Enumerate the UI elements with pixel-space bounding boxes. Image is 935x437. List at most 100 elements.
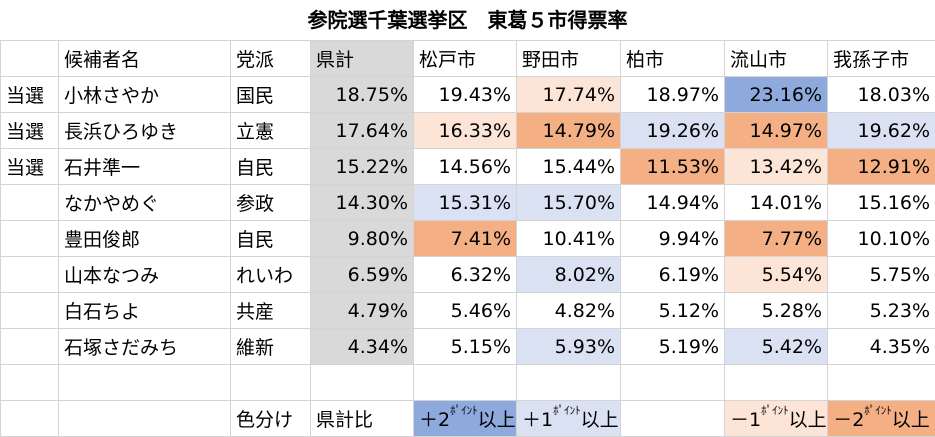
- city-share-cell: 4.82%: [516, 292, 621, 329]
- city-share-cell: 10.41%: [516, 220, 621, 257]
- spacer-row: [0, 364, 935, 401]
- empty-cell: [413, 364, 517, 401]
- city-share-cell: 23.16%: [724, 76, 828, 113]
- table-row: 当選 長浜ひろゆき 立憲 17.64% 16.33% 14.79% 19.26% 14.97%…: [0, 112, 935, 149]
- city-share-cell: 5.54%: [724, 256, 828, 293]
- city-share-cell: 5.42%: [724, 328, 828, 365]
- empty-cell: [58, 400, 231, 437]
- city-share-cell: 5.12%: [620, 292, 725, 329]
- elected-status: [0, 328, 59, 365]
- candidate-name: 小林さやか: [58, 76, 231, 113]
- table-row: 山本なつみ れいわ 6.59% 6.32% 8.02% 6.19% 5.54% 5.75%: [0, 256, 935, 293]
- city-share-cell: 5.23%: [827, 292, 935, 329]
- city-share-cell: 6.32%: [413, 256, 517, 293]
- county-share-cell: 6.59%: [310, 256, 414, 293]
- candidate-name: 石塚さだみち: [58, 328, 231, 365]
- city-share-cell: 6.19%: [620, 256, 725, 293]
- header-name: 候補者名: [58, 40, 231, 77]
- party-name: 自民: [230, 148, 311, 185]
- city-share-cell: 14.94%: [620, 184, 725, 221]
- city-share-cell: 18.97%: [620, 76, 725, 113]
- candidate-name: 白石ちよ: [58, 292, 231, 329]
- empty-cell: [0, 400, 59, 437]
- party-name: 維新: [230, 328, 311, 365]
- elected-status: 当選: [0, 112, 59, 149]
- header-party: 党派: [230, 40, 311, 77]
- legend-basis: 県計比: [310, 400, 414, 437]
- legend-minus1-unit: ﾎﾟｲﾝﾄ: [761, 404, 789, 417]
- table-row: 白石ちよ 共産 4.79% 5.46% 4.82% 5.12% 5.28% 5.23%: [0, 292, 935, 329]
- empty-cell: [0, 364, 59, 401]
- county-share-cell: 4.79%: [310, 292, 414, 329]
- county-share-cell: 14.30%: [310, 184, 414, 221]
- city-share-cell: 5.93%: [516, 328, 621, 365]
- legend-plus1-suffix: 以上: [580, 409, 619, 431]
- empty-cell: [230, 364, 311, 401]
- table-row: 当選 小林さやか 国民 18.75% 19.43% 17.74% 18.97% 23.16% 1…: [0, 76, 935, 113]
- header-row: 候補者名 党派 県計 松戸市 野田市 柏市 流山市 我孫子市: [0, 40, 935, 77]
- legend-plus2-suffix: 以上: [477, 409, 516, 431]
- legend-minus1-suffix: 以上: [788, 409, 827, 431]
- legend-plus1-prefix: ＋1: [522, 409, 554, 431]
- county-share-cell: 17.64%: [310, 112, 414, 149]
- city-share-cell: 14.79%: [516, 112, 621, 149]
- elected-status: [0, 292, 59, 329]
- city-share-cell: 19.43%: [413, 76, 517, 113]
- table-row: なかやめぐ 参政 14.30% 15.31% 15.70% 14.94% 14.01% 15.…: [0, 184, 935, 221]
- party-name: 自民: [230, 220, 311, 257]
- table-row: 石塚さだみち 維新 4.34% 5.15% 5.93% 5.19% 5.42% 4.35%: [0, 328, 935, 365]
- elected-status: [0, 184, 59, 221]
- header-abiko: 我孫子市: [827, 40, 935, 77]
- city-share-cell: 18.03%: [827, 76, 935, 113]
- header-nagareyama: 流山市: [724, 40, 828, 77]
- city-share-cell: 11.53%: [620, 148, 725, 185]
- legend-minus2-suffix: 以上: [891, 409, 930, 431]
- city-share-cell: 16.33%: [413, 112, 517, 149]
- county-share-cell: 4.34%: [310, 328, 414, 365]
- legend-minus1-prefix: －1: [730, 409, 762, 431]
- candidate-name: 石井準一: [58, 148, 231, 185]
- city-share-cell: 14.56%: [413, 148, 517, 185]
- city-share-cell: 14.97%: [724, 112, 828, 149]
- elected-status: 当選: [0, 76, 59, 113]
- legend-minus2: －2ﾎﾟｲﾝﾄ以上: [827, 400, 935, 437]
- legend-row: 色分け 県計比 ＋2ﾎﾟｲﾝﾄ以上 ＋1ﾎﾟｲﾝﾄ以上 －1ﾎﾟｲﾝﾄ以上 －2ﾎﾟｲﾝﾄ…: [0, 400, 935, 437]
- elected-status: 当選: [0, 148, 59, 185]
- legend-minus2-prefix: －2: [833, 409, 865, 431]
- legend-minus1: －1ﾎﾟｲﾝﾄ以上: [724, 400, 828, 437]
- city-share-cell: 15.31%: [413, 184, 517, 221]
- empty-cell: [620, 364, 725, 401]
- legend-plus1-unit: ﾎﾟｲﾝﾄ: [553, 404, 581, 417]
- city-share-cell: 19.62%: [827, 112, 935, 149]
- legend-plus2-prefix: ＋2: [419, 409, 451, 431]
- empty-cell: [516, 364, 621, 401]
- empty-cell: [827, 364, 935, 401]
- county-share-cell: 9.80%: [310, 220, 414, 257]
- table-title: 参院選千葉選挙区 東葛５市得票率: [307, 8, 628, 32]
- city-share-cell: 5.75%: [827, 256, 935, 293]
- party-name: 参政: [230, 184, 311, 221]
- candidate-name: 豊田俊郎: [58, 220, 231, 257]
- party-name: 共産: [230, 292, 311, 329]
- elected-status: [0, 256, 59, 293]
- city-share-cell: 7.77%: [724, 220, 828, 257]
- county-share-cell: 18.75%: [310, 76, 414, 113]
- party-name: 立憲: [230, 112, 311, 149]
- city-share-cell: 13.42%: [724, 148, 828, 185]
- header-blank: [0, 40, 59, 77]
- empty-cell: [58, 364, 231, 401]
- table-row: 当選 石井準一 自民 15.22% 14.56% 15.44% 11.53% 13.42% 12…: [0, 148, 935, 185]
- legend-label: 色分け: [230, 400, 311, 437]
- city-share-cell: 7.41%: [413, 220, 517, 257]
- county-share-cell: 15.22%: [310, 148, 414, 185]
- legend-plus2: ＋2ﾎﾟｲﾝﾄ以上: [413, 400, 517, 437]
- table-body: 候補者名 党派 県計 松戸市 野田市 柏市 流山市 我孫子市 当選 小林さやか 国民…: [0, 40, 935, 437]
- city-share-cell: 9.94%: [620, 220, 725, 257]
- candidate-name: 長浜ひろゆき: [58, 112, 231, 149]
- empty-cell: [620, 400, 725, 437]
- vote-share-table: 候補者名 党派 県計 松戸市 野田市 柏市 流山市 我孫子市 当選 小林さやか 国民…: [0, 40, 935, 437]
- city-share-cell: 17.74%: [516, 76, 621, 113]
- city-share-cell: 15.70%: [516, 184, 621, 221]
- city-share-cell: 14.01%: [724, 184, 828, 221]
- header-noda: 野田市: [516, 40, 621, 77]
